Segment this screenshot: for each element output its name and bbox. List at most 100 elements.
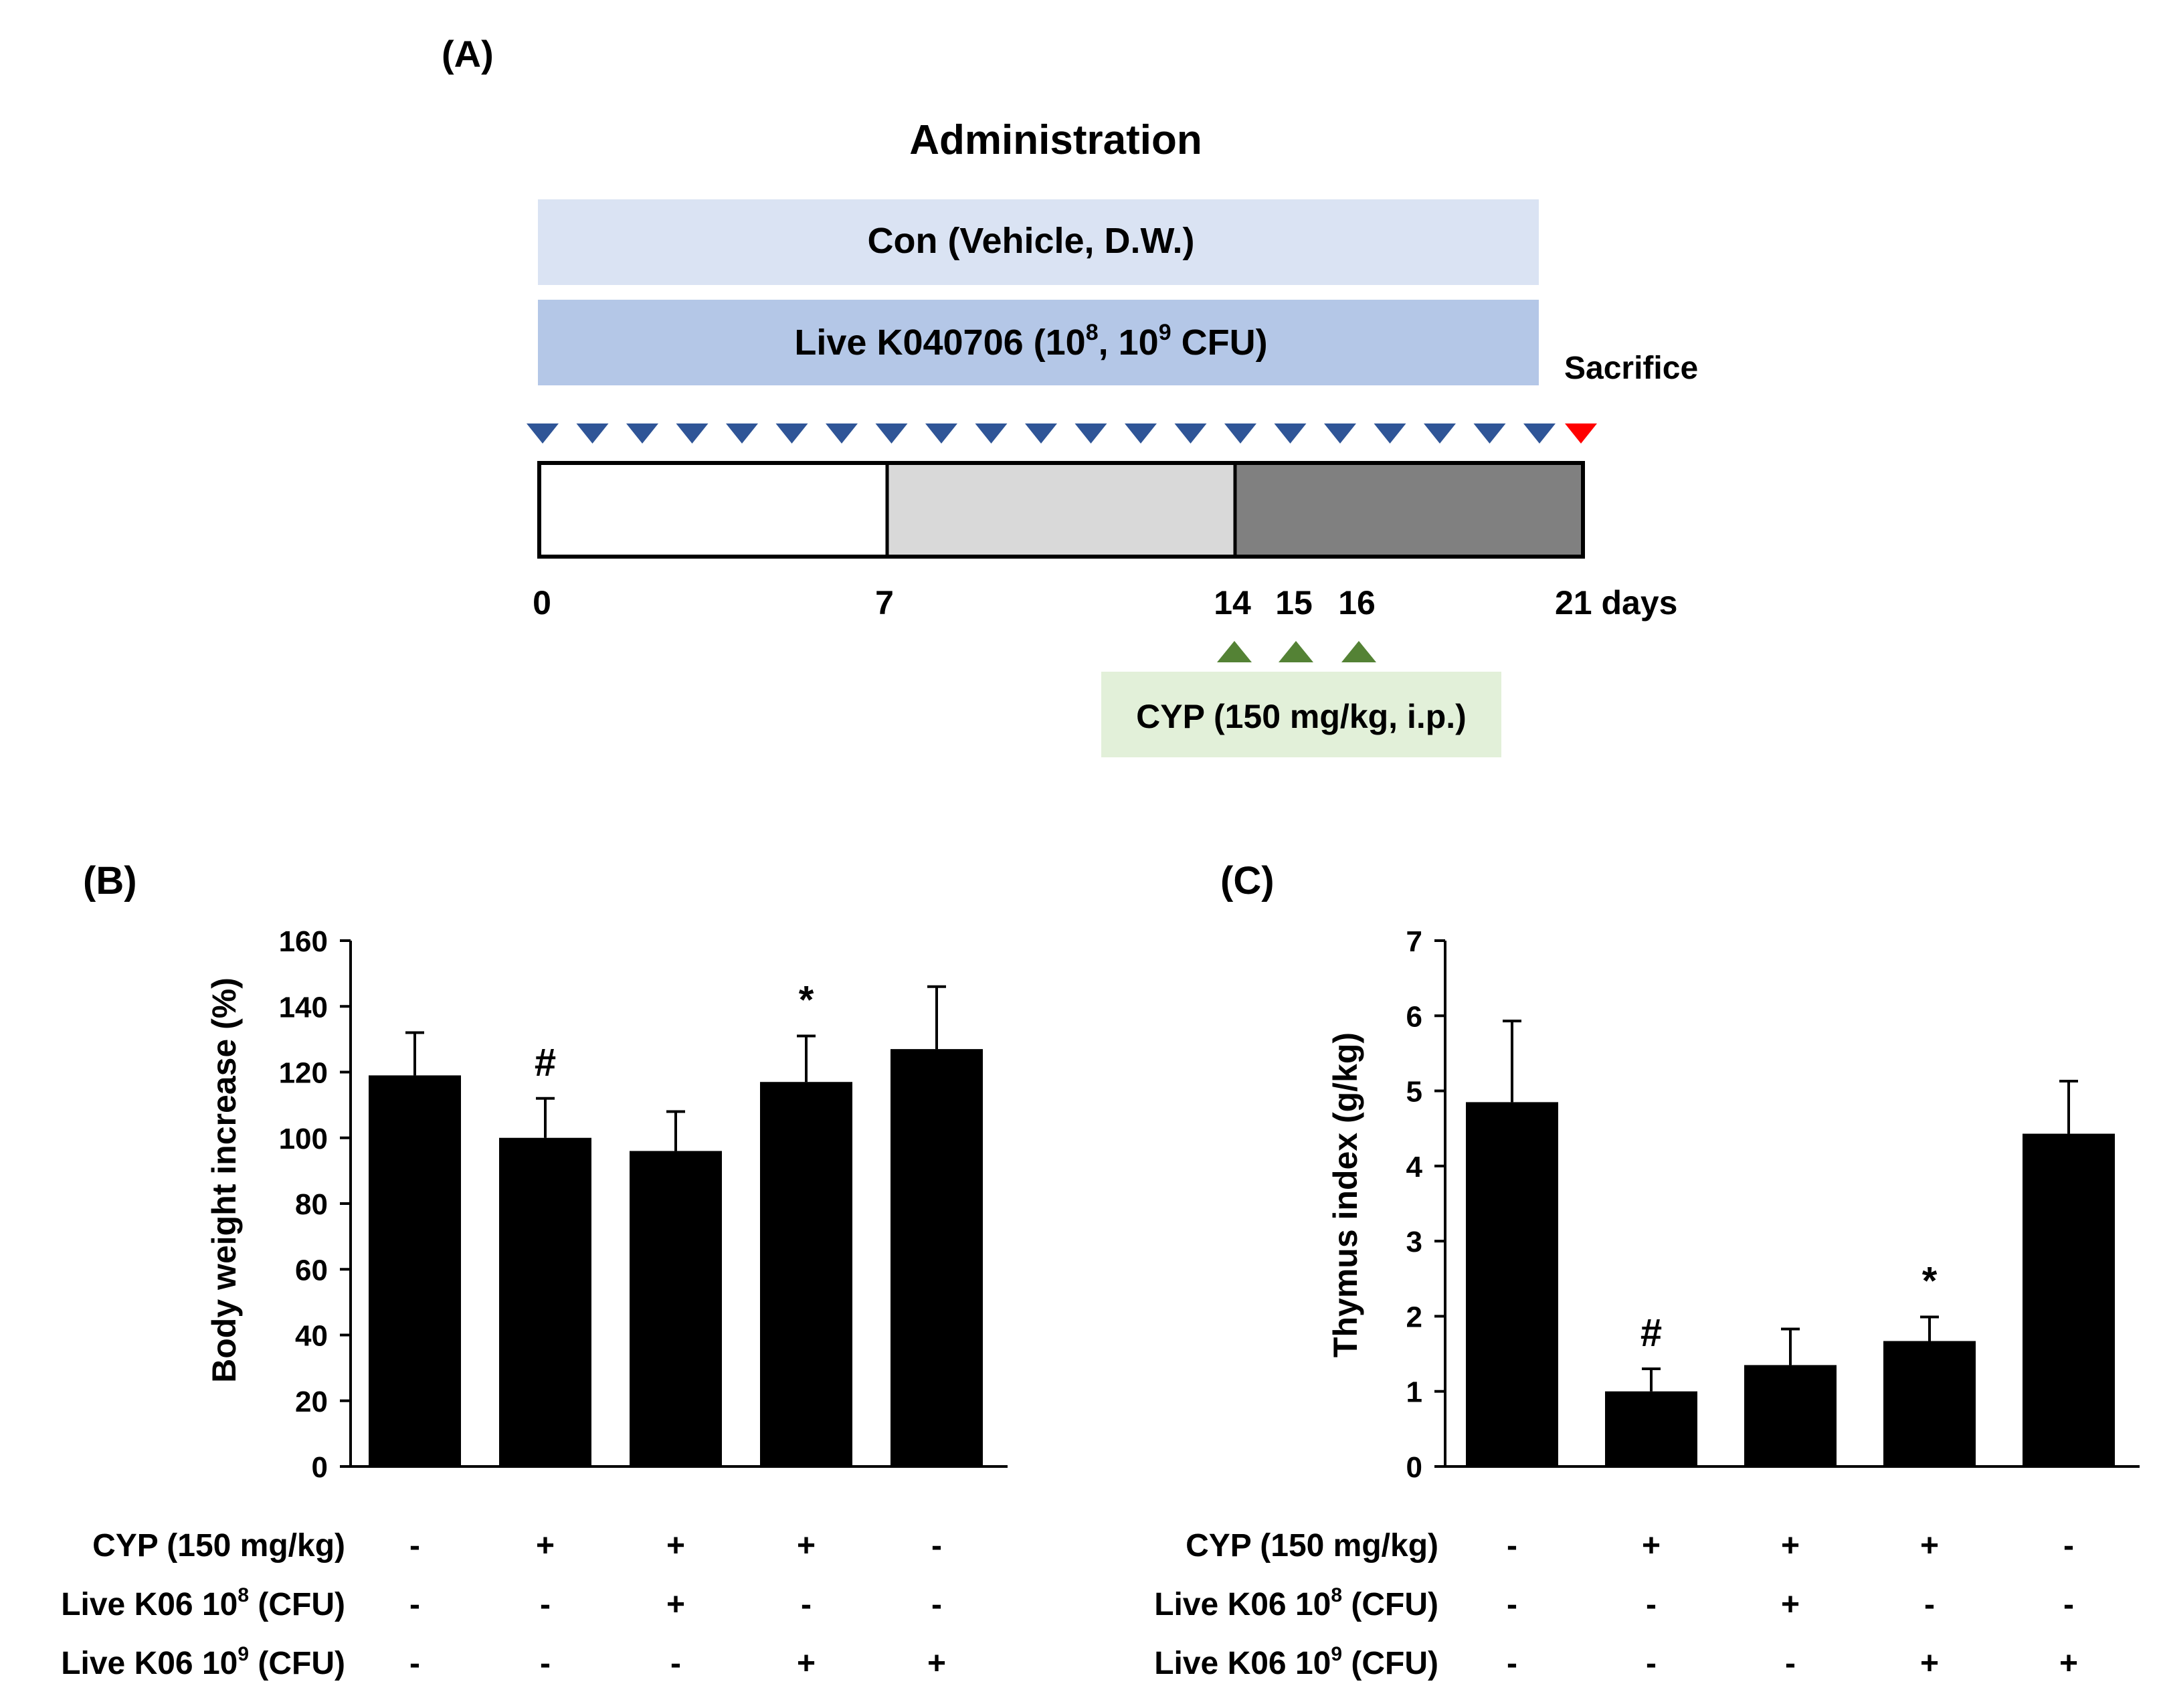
y-tick-label: 2 bbox=[1406, 1301, 1422, 1333]
dose-markers bbox=[527, 423, 1556, 444]
dose-marker bbox=[925, 423, 957, 444]
panel-b-bars: #* bbox=[369, 978, 983, 1466]
panel-b-row-labels: CYP (150 mg/kg) Live K06 108 (CFU) Live … bbox=[61, 1528, 345, 1681]
y-tick-label: 7 bbox=[1406, 925, 1422, 958]
treatment-sign: + bbox=[797, 1528, 816, 1563]
timeline-phase-2 bbox=[887, 463, 1235, 557]
dose-marker bbox=[875, 423, 908, 444]
treatment-sign: + bbox=[666, 1587, 685, 1622]
treatment-sign: - bbox=[1507, 1528, 1517, 1563]
row-label-k06-1e8: Live K06 108 (CFU) bbox=[1154, 1584, 1438, 1622]
treatment-sign: - bbox=[1785, 1646, 1796, 1681]
panel-a: (A) Administration Con (Vehicle, D.W.) L… bbox=[442, 33, 1698, 757]
treatment-sign: + bbox=[797, 1646, 816, 1681]
day-tick: 15 bbox=[1275, 584, 1313, 622]
treatment-sign: + bbox=[1920, 1528, 1939, 1563]
treatment-sign: + bbox=[666, 1528, 685, 1563]
y-tick-label: 4 bbox=[1406, 1151, 1423, 1183]
timeline-bar bbox=[537, 461, 1585, 559]
day-tick: 7 bbox=[875, 584, 894, 622]
row-label-cyp: CYP (150 mg/kg) bbox=[1186, 1528, 1438, 1563]
panel-b: (B) Body weight increase (%) 0 20 40 60 80 10… bbox=[61, 859, 1008, 1681]
y-tick-label: 120 bbox=[279, 1057, 328, 1090]
dose-marker bbox=[1025, 423, 1057, 444]
treatment-sign: - bbox=[801, 1587, 812, 1622]
day-tick: 0 bbox=[533, 584, 551, 622]
dose-marker bbox=[1374, 423, 1406, 444]
panel-a-label: (A) bbox=[442, 33, 494, 75]
timeline-phase-3 bbox=[1235, 463, 1583, 557]
bar bbox=[890, 1049, 983, 1466]
sacrifice-marker bbox=[1565, 423, 1597, 444]
dose-marker bbox=[576, 423, 609, 444]
y-tick-label: 0 bbox=[312, 1451, 328, 1484]
row-label-cyp: CYP (150 mg/kg) bbox=[92, 1528, 345, 1563]
panel-c-bars: #* bbox=[1466, 1020, 2115, 1466]
bar bbox=[1466, 1102, 1558, 1466]
row-label-k06-1e9: Live K06 109 (CFU) bbox=[61, 1643, 345, 1681]
significance-marker: # bbox=[1640, 1311, 1662, 1355]
cyp-marker bbox=[1279, 641, 1313, 662]
treatment-sign: - bbox=[409, 1528, 420, 1563]
day-tick: 21 days bbox=[1555, 584, 1677, 622]
dose-marker bbox=[1224, 423, 1256, 444]
bar bbox=[2023, 1133, 2115, 1466]
treatment-sign: - bbox=[540, 1646, 551, 1681]
y-tick-label: 40 bbox=[295, 1320, 328, 1353]
treatment-sign: + bbox=[1920, 1646, 1939, 1681]
con-vehicle-box bbox=[538, 199, 1539, 285]
dose-marker bbox=[1473, 423, 1506, 444]
treatment-sign: - bbox=[1646, 1646, 1657, 1681]
con-vehicle-label: Con (Vehicle, D.W.) bbox=[867, 221, 1194, 261]
treatment-sign: - bbox=[1924, 1587, 1935, 1622]
timeline-border bbox=[537, 461, 1585, 559]
dose-marker bbox=[1125, 423, 1157, 444]
y-tick-label: 5 bbox=[1406, 1076, 1422, 1109]
y-tick-label: 100 bbox=[279, 1123, 328, 1155]
treatment-sign: - bbox=[1507, 1587, 1517, 1622]
bar bbox=[1883, 1341, 1976, 1466]
panel-c-ylabel: Thymus index (g/kg) bbox=[1327, 1032, 1364, 1357]
dose-marker bbox=[726, 423, 758, 444]
y-tick-label: 160 bbox=[279, 925, 328, 958]
cyp-marker bbox=[1341, 641, 1376, 662]
significance-marker: * bbox=[1922, 1260, 1938, 1303]
treatment-sign: + bbox=[536, 1528, 555, 1563]
day-tick: 16 bbox=[1338, 584, 1376, 622]
panel-b-treatment-table: - + + + - - - + - - - - - + + bbox=[409, 1528, 946, 1681]
dose-marker bbox=[1324, 423, 1356, 444]
dose-marker bbox=[1424, 423, 1456, 444]
dose-marker bbox=[626, 423, 658, 444]
treatment-sign: - bbox=[409, 1587, 420, 1622]
timeline-phase-1 bbox=[539, 463, 887, 557]
y-tick-label: 140 bbox=[279, 991, 328, 1024]
panel-b-label: (B) bbox=[83, 859, 137, 903]
treatment-sign: - bbox=[931, 1587, 942, 1622]
dose-marker bbox=[1274, 423, 1307, 444]
treatment-sign: + bbox=[2059, 1646, 2078, 1681]
row-label-k06-1e9: Live K06 109 (CFU) bbox=[1154, 1643, 1438, 1681]
treatment-sign: - bbox=[409, 1646, 420, 1681]
treatment-sign: - bbox=[931, 1528, 942, 1563]
row-label-k06-1e8: Live K06 108 (CFU) bbox=[61, 1584, 345, 1622]
treatment-sign: + bbox=[927, 1646, 946, 1681]
y-tick-label: 1 bbox=[1406, 1376, 1422, 1409]
dose-marker bbox=[975, 423, 1008, 444]
y-tick-label: 20 bbox=[295, 1386, 328, 1418]
panel-c-treatment-table: - + + + - - - + - - - - - + + bbox=[1507, 1528, 2078, 1681]
bar bbox=[630, 1151, 722, 1466]
dose-marker bbox=[1523, 423, 1556, 444]
sacrifice-label: Sacrifice bbox=[1564, 351, 1698, 386]
day-ticks: 0 7 14 15 16 21 days bbox=[533, 584, 1677, 622]
treatment-sign: + bbox=[1781, 1528, 1800, 1563]
panel-b-ylabel: Body weight increase (%) bbox=[205, 977, 243, 1383]
y-tick-label: 60 bbox=[295, 1254, 328, 1287]
cyp-marker bbox=[1217, 641, 1252, 662]
treatment-sign: - bbox=[1507, 1646, 1517, 1681]
significance-marker: # bbox=[535, 1041, 556, 1084]
treatment-sign: - bbox=[670, 1646, 681, 1681]
treatment-sign: + bbox=[1642, 1528, 1661, 1563]
treatment-sign: - bbox=[2063, 1587, 2074, 1622]
bar bbox=[1605, 1391, 1697, 1466]
